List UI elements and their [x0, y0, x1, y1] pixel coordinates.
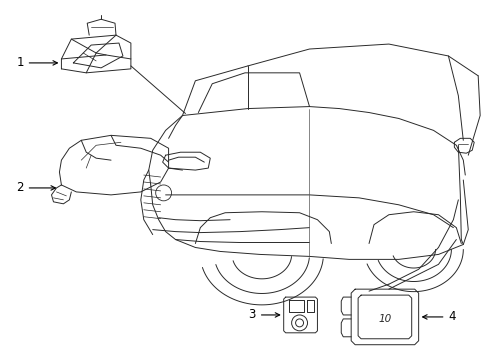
Text: 2: 2: [16, 181, 55, 194]
Text: 3: 3: [248, 309, 279, 321]
Text: 10: 10: [378, 314, 391, 324]
Text: 4: 4: [422, 310, 455, 323]
Text: 1: 1: [16, 57, 57, 69]
